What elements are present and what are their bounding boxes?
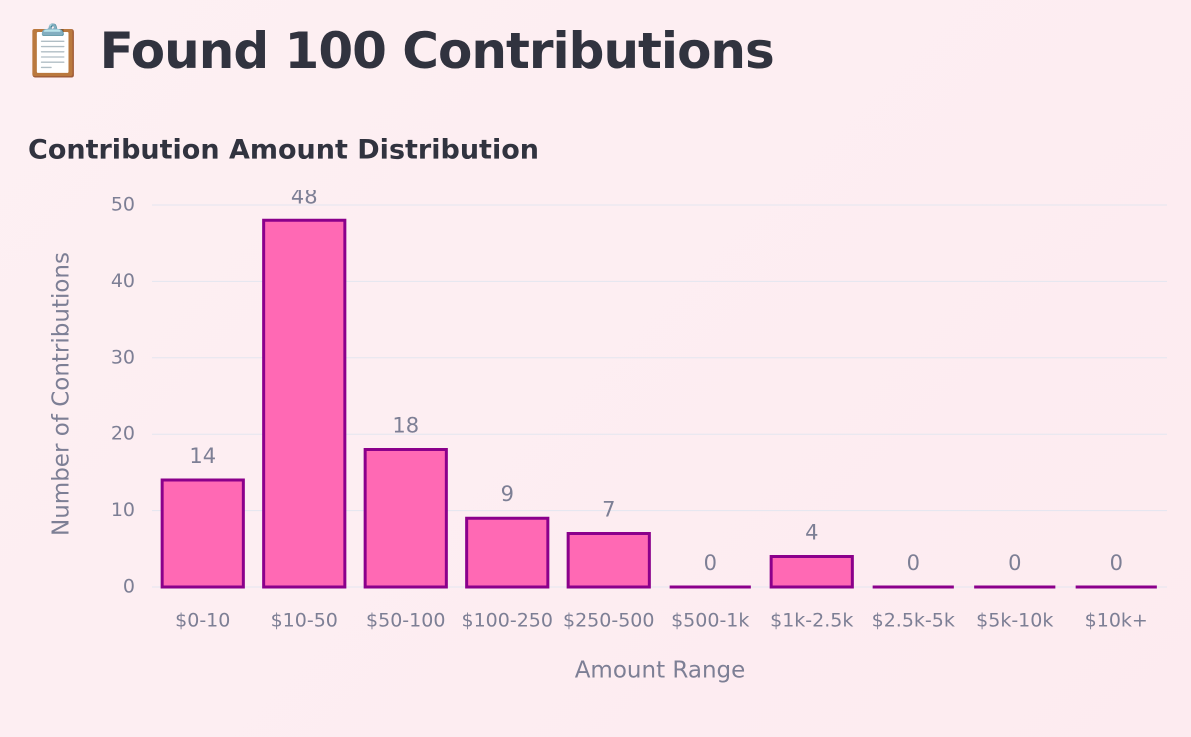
value-label: 0 — [1110, 551, 1123, 575]
x-tick-label: $100-250 — [462, 610, 553, 632]
value-label: 0 — [1008, 551, 1021, 575]
x-tick-label: $0-10 — [175, 610, 230, 632]
y-axis-title: Number of Contributions — [49, 252, 75, 536]
x-axis-title: Amount Range — [575, 658, 746, 684]
value-label: 48 — [291, 184, 318, 208]
x-tick-label: $1k-2.5k — [770, 610, 853, 632]
bar — [769, 554, 854, 589]
value-label: 9 — [501, 482, 514, 506]
value-label: 7 — [602, 498, 615, 522]
x-tick-label: $250-500 — [563, 610, 654, 632]
page-title: 📋 Found 100 Contributions — [22, 22, 775, 80]
y-tick-label: 20 — [111, 423, 135, 445]
chart-title: Contribution Amount Distribution — [28, 135, 539, 166]
value-label: 14 — [189, 444, 216, 468]
value-label: 18 — [392, 413, 419, 437]
y-tick-label: 30 — [111, 346, 135, 368]
x-tick-label: $2.5k-5k — [872, 610, 955, 632]
bar — [465, 516, 550, 589]
x-tick-label: $500-1k — [671, 610, 749, 632]
y-tick-label: 10 — [111, 499, 135, 521]
x-tick-label: $5k-10k — [976, 610, 1053, 632]
bar — [160, 478, 245, 589]
value-label: 0 — [704, 551, 717, 575]
x-tick-label: $10k+ — [1085, 610, 1148, 632]
x-tick-label: $50-100 — [366, 610, 445, 632]
y-tick-label: 0 — [123, 576, 135, 598]
y-tick-label: 40 — [111, 270, 135, 292]
y-tick-label: 50 — [111, 194, 135, 216]
bar — [363, 447, 448, 589]
bar — [566, 532, 651, 589]
bar — [262, 218, 347, 589]
value-label: 4 — [805, 520, 818, 544]
x-tick-label: $10-50 — [271, 610, 338, 632]
value-label: 0 — [907, 551, 920, 575]
